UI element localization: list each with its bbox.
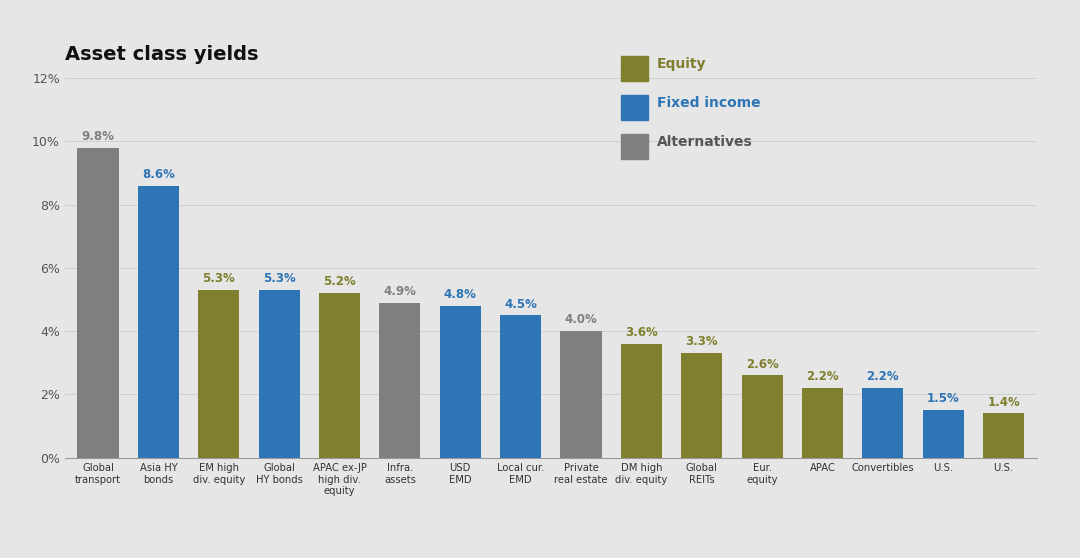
Text: Asset class yields: Asset class yields — [65, 45, 258, 64]
Text: 9.8%: 9.8% — [82, 130, 114, 143]
Bar — [199, 290, 240, 458]
Bar — [922, 410, 963, 458]
Bar — [862, 388, 903, 458]
Bar — [78, 148, 119, 458]
Text: 2.6%: 2.6% — [745, 358, 779, 371]
Text: 1.5%: 1.5% — [927, 392, 960, 405]
Bar — [379, 302, 420, 458]
Text: Fixed income: Fixed income — [657, 96, 760, 110]
Bar — [983, 413, 1024, 458]
Text: 5.3%: 5.3% — [202, 272, 235, 285]
Bar — [621, 344, 662, 458]
Text: 2.2%: 2.2% — [866, 371, 900, 383]
Text: Alternatives: Alternatives — [657, 135, 753, 150]
Text: 2.2%: 2.2% — [806, 371, 839, 383]
Text: 5.3%: 5.3% — [262, 272, 296, 285]
Bar — [681, 353, 723, 458]
Text: 8.6%: 8.6% — [141, 168, 175, 181]
Bar — [561, 331, 602, 458]
Text: 3.3%: 3.3% — [686, 335, 718, 348]
Bar — [258, 290, 299, 458]
Bar — [319, 293, 360, 458]
Bar — [138, 186, 179, 458]
Text: 4.5%: 4.5% — [504, 297, 537, 310]
Text: 3.6%: 3.6% — [625, 326, 658, 339]
Text: 4.0%: 4.0% — [565, 314, 597, 326]
Text: 4.9%: 4.9% — [383, 285, 416, 298]
Bar — [742, 376, 783, 458]
Text: 5.2%: 5.2% — [323, 276, 356, 288]
Text: Equity: Equity — [657, 57, 706, 71]
Bar — [440, 306, 481, 458]
Text: 1.4%: 1.4% — [987, 396, 1020, 408]
Bar — [500, 315, 541, 458]
Bar — [802, 388, 843, 458]
Text: 4.8%: 4.8% — [444, 288, 476, 301]
